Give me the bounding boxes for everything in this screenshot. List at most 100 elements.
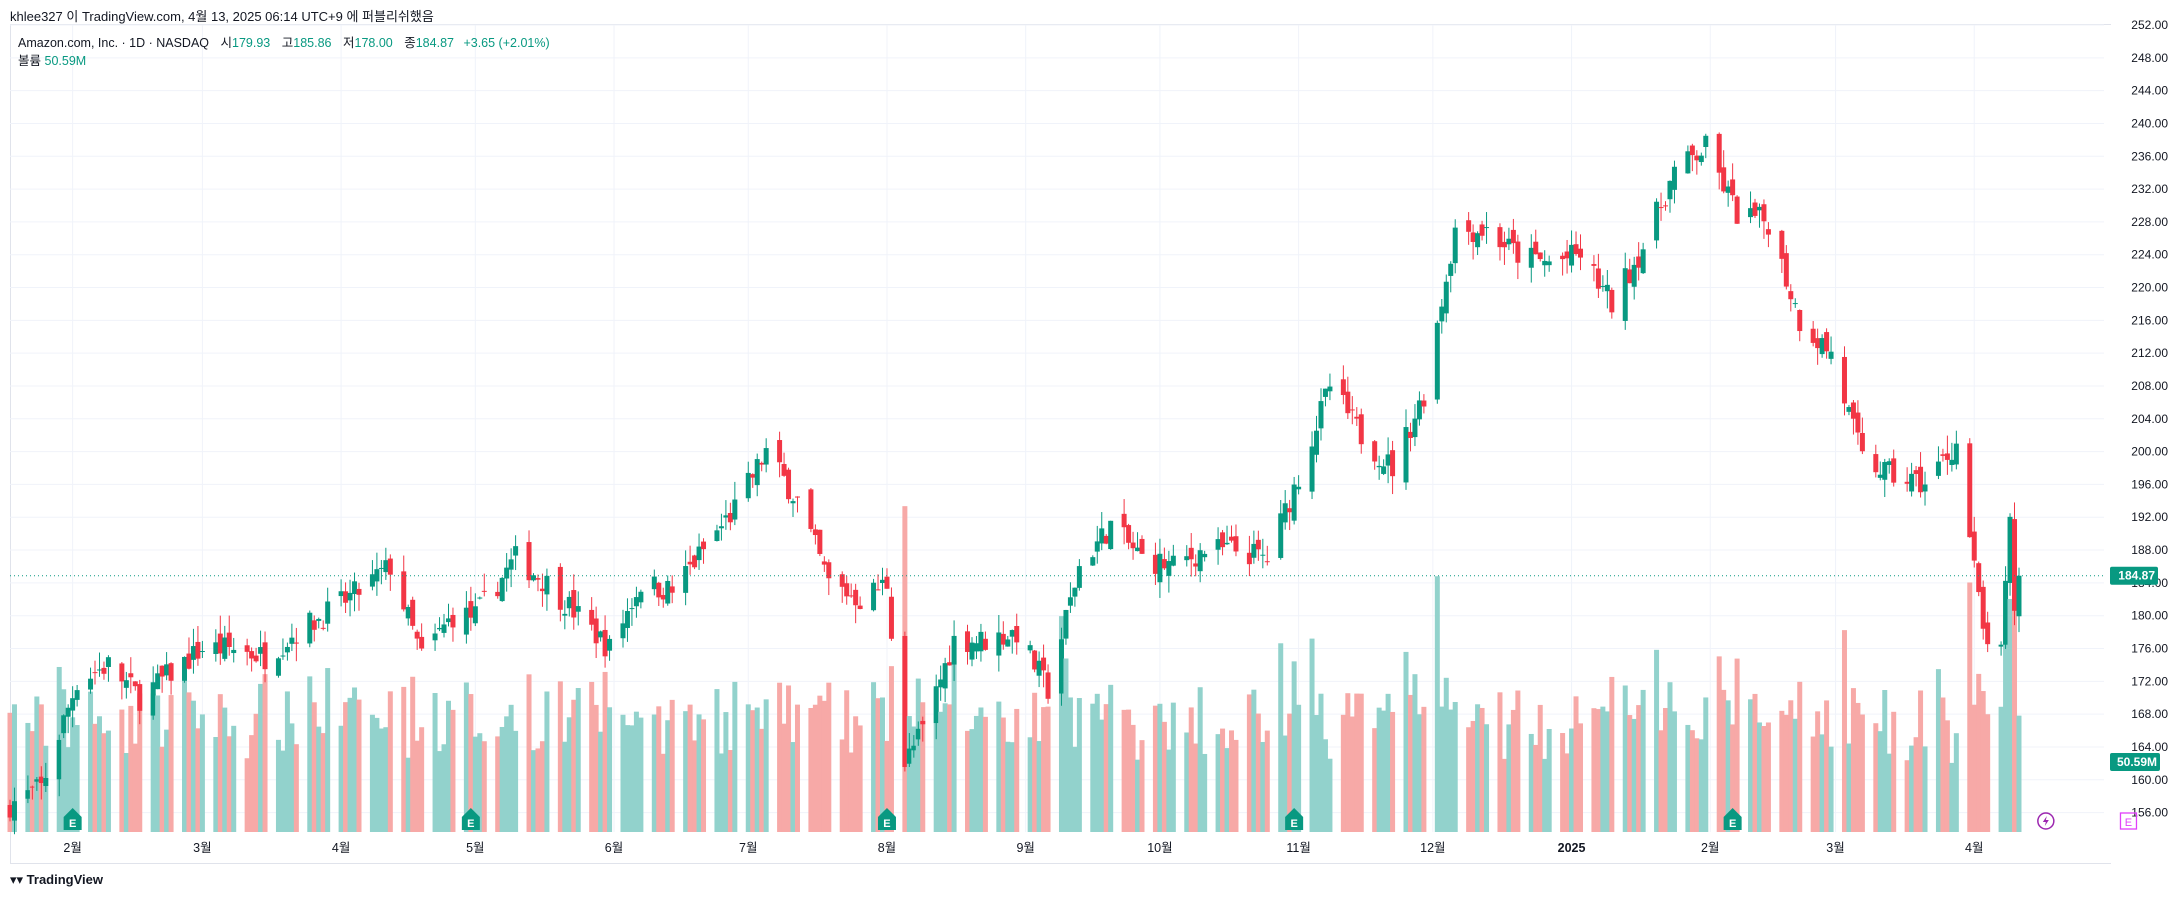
candle-body — [1591, 264, 1597, 266]
candle-body — [34, 779, 40, 782]
volume-bar — [875, 698, 881, 832]
volume-legend[interactable]: 볼륨 50.59M — [18, 52, 550, 70]
volume-bar — [1980, 691, 1986, 832]
volume-bar — [947, 704, 953, 832]
price-tick-label: 208.00 — [2131, 379, 2168, 393]
volume-bar — [982, 716, 988, 832]
candle-body — [1318, 401, 1324, 429]
volume-bar — [293, 744, 299, 832]
volume-bar — [1595, 709, 1601, 832]
volume-bar — [1694, 738, 1700, 832]
candle-body — [11, 801, 17, 821]
tradingview-logo[interactable]: ▾▾ TradingView — [10, 872, 103, 888]
candle-body — [1913, 470, 1919, 474]
candle-body — [1403, 427, 1409, 483]
volume-bar — [1000, 717, 1006, 832]
volume-bar — [723, 712, 729, 832]
candle-body — [1882, 461, 1888, 480]
candle-body — [624, 611, 630, 628]
candle-body — [1475, 233, 1481, 248]
volume-bar — [1233, 739, 1239, 832]
volume-bar — [938, 711, 944, 832]
volume-bar — [338, 725, 344, 832]
volume-bar — [7, 712, 13, 832]
candle-body — [1658, 207, 1664, 209]
volume-bar — [1126, 709, 1132, 832]
candle-body — [821, 561, 827, 565]
volume-bar — [1412, 674, 1418, 832]
volume-bar — [1546, 728, 1552, 832]
volume-value: 50.59M — [44, 54, 87, 68]
volume-bar — [1841, 630, 1847, 832]
candle-body — [853, 589, 859, 606]
last-price-label: 184.87 — [2118, 569, 2155, 583]
volume-bar — [217, 694, 223, 832]
time-tick-label: 8월 — [878, 841, 896, 855]
volume-bar — [777, 682, 783, 832]
candle-body — [1036, 660, 1042, 676]
volume-bar — [1260, 741, 1266, 832]
volume-bar — [790, 742, 796, 832]
candle-body — [1604, 284, 1610, 292]
candle-body — [812, 529, 818, 536]
time-tick-label: 3월 — [193, 841, 211, 855]
candle-body — [1448, 263, 1454, 276]
volume-bar — [513, 730, 519, 832]
open-value: 179.93 — [232, 36, 271, 50]
volume-badge — [2110, 753, 2160, 771]
volume-bar — [1703, 697, 1709, 832]
time-tick-label: 10월 — [1147, 841, 1172, 855]
candle-body — [669, 586, 675, 593]
volume-bar — [759, 728, 765, 832]
earnings-icon — [63, 808, 82, 830]
candle-body — [1264, 561, 1270, 563]
volume-bar — [419, 727, 425, 832]
volume-bar — [1792, 718, 1798, 832]
candle-body — [38, 776, 44, 784]
candle-body — [763, 448, 769, 465]
volume-bar — [781, 723, 787, 832]
candle-body — [1971, 531, 1977, 561]
volume-bar — [1452, 701, 1458, 832]
candle-body — [656, 582, 662, 598]
candle-body — [665, 580, 671, 604]
candle-body — [1376, 465, 1382, 468]
volume-bar — [410, 676, 416, 832]
volume-bar — [1528, 733, 1534, 832]
candle-body — [244, 645, 250, 652]
candle-body — [880, 579, 885, 583]
candle-body — [1278, 513, 1284, 558]
candle-body — [1126, 525, 1132, 543]
candle-body — [1600, 285, 1606, 287]
candle-body — [1998, 644, 2004, 647]
volume-bar — [1604, 711, 1610, 832]
volume-bar — [1475, 704, 1481, 832]
volume-bar — [311, 702, 317, 832]
volume-bar — [468, 694, 474, 832]
time-tick-label: 11월 — [1286, 841, 1310, 855]
volume-bar — [1224, 748, 1230, 832]
volume-bar — [1631, 718, 1637, 832]
volume-bar — [253, 713, 259, 832]
candle-body — [1721, 167, 1727, 192]
price-tick-label: 228.00 — [2131, 215, 2168, 229]
candle-body — [875, 589, 881, 591]
volume-bar — [275, 739, 281, 832]
volume-bar — [92, 723, 98, 832]
symbol-label[interactable]: Amazon.com, Inc. · 1D · NASDAQ — [18, 36, 210, 50]
volume-bar — [544, 691, 550, 832]
candle-body — [1287, 508, 1293, 513]
candle-body — [1636, 256, 1642, 268]
candle-body — [472, 606, 478, 624]
volume-bar — [11, 704, 17, 832]
volume-bar — [526, 674, 532, 832]
candle-body — [1421, 400, 1427, 407]
volume-bar — [888, 666, 894, 832]
candle-body — [495, 591, 501, 597]
volume-bar — [199, 714, 205, 832]
candle-body — [1229, 536, 1234, 541]
candle-body — [1716, 133, 1722, 173]
candle-body — [1703, 135, 1709, 147]
volume-bar — [414, 740, 420, 832]
